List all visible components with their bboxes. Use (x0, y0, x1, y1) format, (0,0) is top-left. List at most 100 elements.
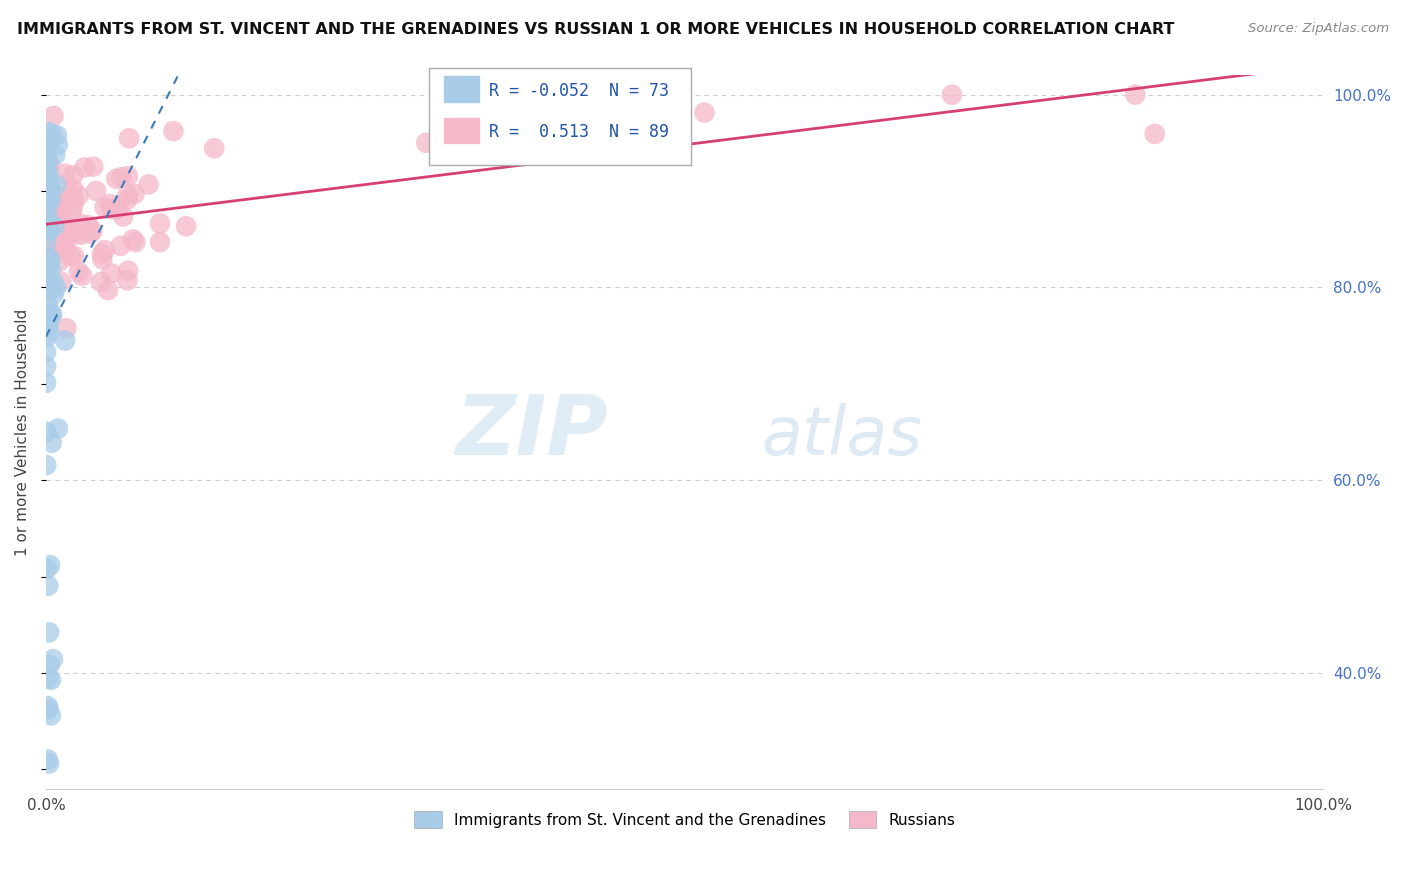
Point (59, 250, 82, 264)
Point (70, 227, 93, 242)
Point (35, 562, 58, 576)
Point (37, 238, 59, 252)
Point (37, 752, 59, 766)
Point (46, 137, 69, 152)
Point (42, 239, 65, 253)
Point (67, 265, 90, 279)
Point (46, 200, 69, 214)
Point (39, 191, 62, 205)
Text: R = -0.052  N = 73: R = -0.052 N = 73 (489, 82, 669, 100)
Point (41, 186, 63, 200)
Point (37, 187, 59, 202)
Point (56, 194, 79, 208)
Point (49, 244, 72, 258)
Point (100, 266, 122, 280)
Point (37, 215, 59, 229)
Point (38, 277, 60, 291)
Point (38, 756, 60, 771)
Point (97, 283, 120, 297)
Point (45, 219, 67, 234)
Point (35, 280, 58, 294)
Point (73, 161, 96, 175)
Point (37, 136, 59, 150)
Point (55, 241, 77, 255)
Point (117, 263, 139, 277)
FancyBboxPatch shape (444, 77, 479, 102)
Point (62, 193, 84, 207)
Point (37, 147, 59, 161)
Point (38, 625, 60, 640)
Point (45, 227, 67, 242)
Point (35, 376, 58, 390)
Point (35, 191, 58, 205)
Point (35, 176, 58, 190)
Point (41, 211, 63, 225)
Point (39, 262, 62, 277)
Point (45, 128, 67, 143)
Point (63, 249, 86, 263)
Point (162, 124, 184, 138)
Point (48, 213, 70, 227)
Point (56, 223, 79, 237)
Point (37, 166, 59, 180)
Point (37, 310, 59, 325)
Point (62, 168, 84, 182)
Point (82, 160, 104, 174)
Legend: Immigrants from St. Vincent and the Grenadines, Russians: Immigrants from St. Vincent and the Gren… (408, 805, 962, 834)
Point (107, 202, 129, 217)
Point (110, 170, 132, 185)
Point (693, 105, 716, 120)
Point (90, 247, 112, 261)
Point (35, 458, 58, 472)
Point (149, 217, 172, 231)
Point (38, 324, 60, 338)
Point (105, 171, 128, 186)
Point (44, 148, 66, 162)
Point (35, 190, 58, 204)
Point (37, 125, 59, 139)
Point (37, 235, 59, 249)
Point (39, 182, 62, 196)
Point (117, 273, 139, 287)
Point (38, 257, 60, 271)
Point (38, 135, 60, 149)
Point (38, 195, 60, 210)
Point (37, 223, 59, 237)
Y-axis label: 1 or more Vehicles in Household: 1 or more Vehicles in Household (15, 309, 30, 556)
Point (46, 219, 69, 234)
Point (41, 306, 63, 320)
FancyBboxPatch shape (444, 118, 479, 143)
Point (118, 131, 141, 145)
Point (149, 235, 172, 249)
Point (62, 199, 84, 213)
Point (62, 182, 84, 196)
Point (117, 187, 139, 202)
FancyBboxPatch shape (429, 69, 690, 164)
Point (41, 309, 63, 323)
Point (42, 190, 65, 204)
Point (37, 319, 59, 334)
Point (35, 359, 58, 374)
Point (174, 219, 197, 234)
Point (52, 197, 75, 211)
Point (58, 223, 80, 237)
Point (53, 217, 76, 231)
Point (39, 253, 62, 268)
Point (124, 186, 146, 201)
Point (44, 219, 66, 234)
Text: R =  0.513  N = 89: R = 0.513 N = 89 (489, 123, 669, 142)
Point (37, 275, 59, 289)
Point (45, 244, 67, 258)
Point (52, 240, 75, 254)
Point (39, 673, 62, 687)
Point (941, 87, 963, 102)
Point (38, 251, 60, 265)
Point (39, 177, 62, 191)
Point (93, 200, 115, 214)
Point (91, 252, 114, 267)
Point (46, 194, 69, 209)
Point (117, 169, 139, 183)
Point (37, 153, 59, 168)
Point (51, 216, 73, 230)
Point (90, 275, 112, 289)
